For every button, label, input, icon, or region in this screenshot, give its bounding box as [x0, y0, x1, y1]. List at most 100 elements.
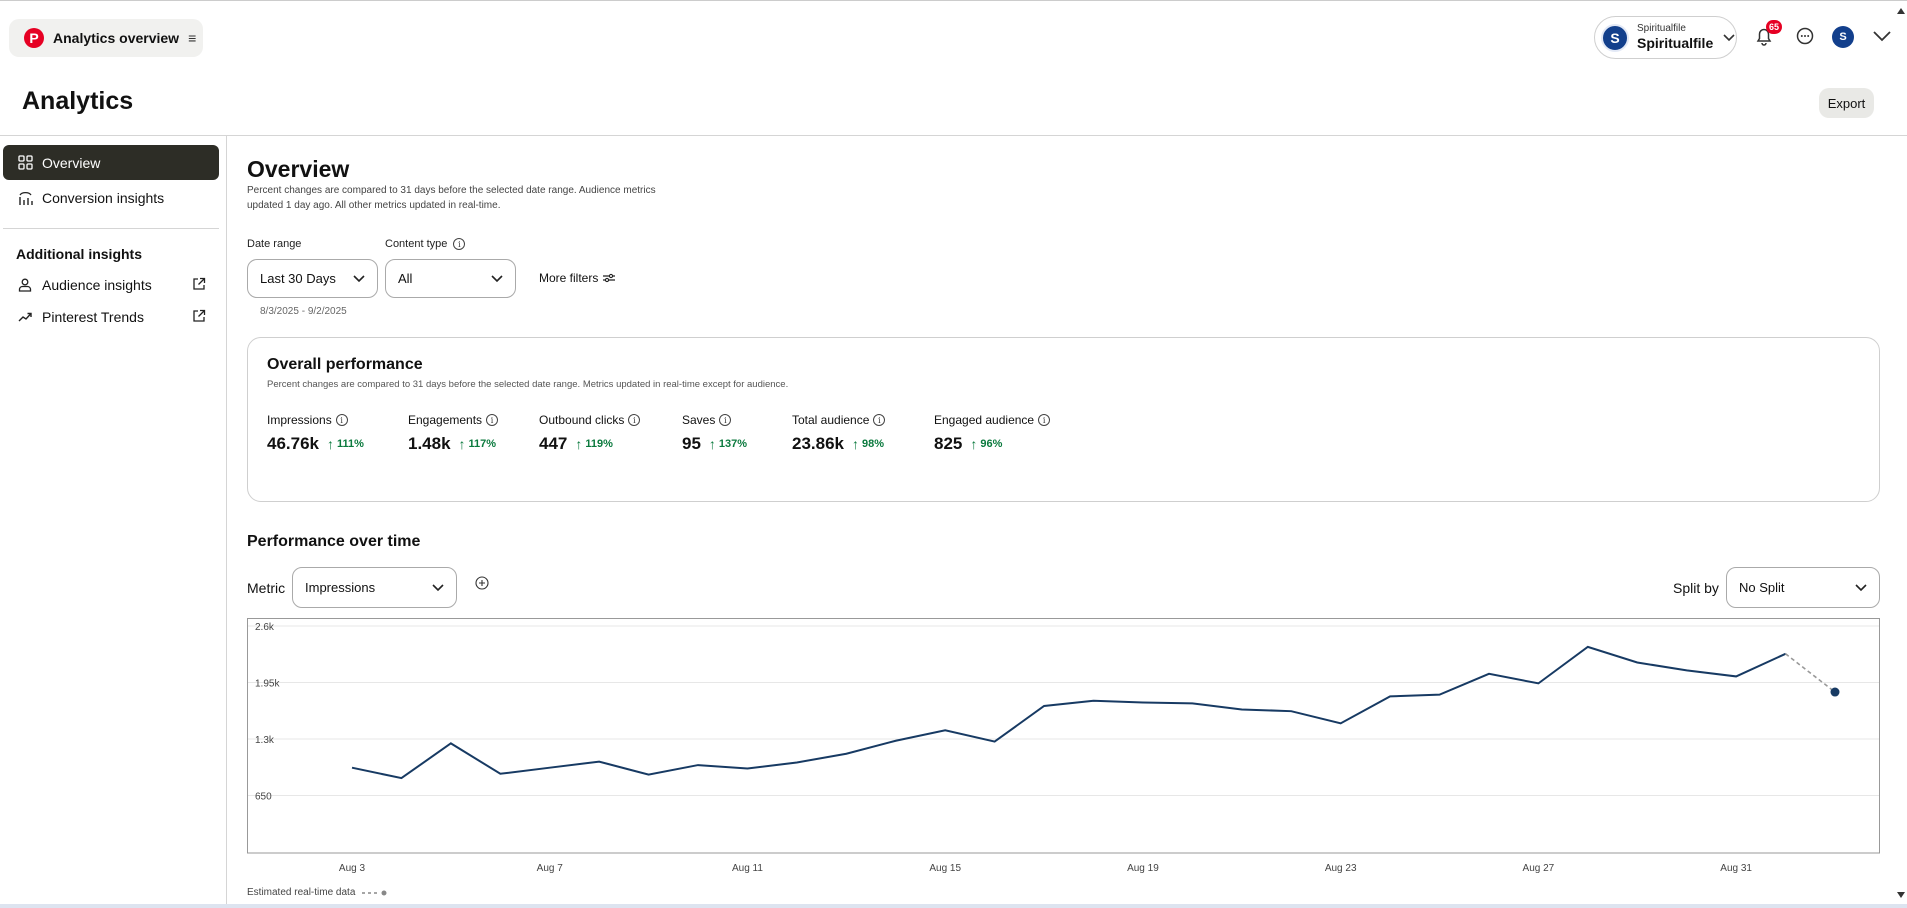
metric-label: Engagements [408, 413, 483, 427]
external-link-icon[interactable] [192, 309, 206, 323]
chevron-down-icon[interactable] [1870, 24, 1894, 48]
sidebar-item-label: Conversion insights [42, 190, 165, 206]
info-icon[interactable]: i [1038, 414, 1051, 426]
metric-change: ↑ 119% [575, 436, 613, 452]
bell-icon[interactable] [1752, 24, 1776, 48]
chart-legend: Estimated real-time data [247, 887, 389, 898]
chevron-down-icon [1723, 31, 1735, 45]
metric-change: ↑ 98% [852, 436, 885, 452]
chevron-down-icon [432, 583, 444, 591]
person-icon [17, 277, 33, 293]
up-arrow-icon: ↑ [852, 436, 859, 452]
trend-icon [17, 309, 33, 325]
x-tick-label: Aug 7 [537, 863, 564, 874]
top-border [0, 0, 1907, 4]
sidebar-item-label: Audience insights [42, 277, 152, 293]
scroll-down-arrow[interactable] [1897, 892, 1905, 898]
overall-performance-description: Percent changes are compared to 31 days … [267, 379, 789, 390]
bottom-bar [0, 904, 1907, 908]
info-icon[interactable]: i [628, 414, 641, 426]
page-title: Analytics [22, 87, 134, 115]
pinterest-logo-icon: P [24, 28, 44, 48]
metric-engagements: Engagements i 1.48k ↑ 117% [408, 413, 499, 454]
x-tick-label: Aug 23 [1325, 863, 1357, 874]
x-tick-label: Aug 27 [1523, 863, 1555, 874]
overview-description: Percent changes are compared to 31 days … [247, 185, 656, 211]
account-switcher[interactable]: S Spiritualfile Spiritualfile [1594, 16, 1737, 59]
x-tick-label: Aug 3 [339, 863, 366, 874]
impressions-line-chart: 650 1.3k 1.95k 2.6k Aug 3 Aug 7 Aug 11 Aug 15 Au… [247, 618, 1880, 874]
metric-value: 46.76k [267, 434, 319, 453]
chevron-down-icon [491, 274, 503, 282]
sidebar-item-audience-insights[interactable]: Audience insights [3, 270, 219, 300]
sidebar-item-label: Pinterest Trends [42, 309, 144, 325]
metric-select[interactable]: Impressions [292, 567, 457, 608]
menu-icon: ≡ [188, 30, 197, 46]
y-tick-label: 1.95k [255, 679, 280, 690]
chevron-down-icon [353, 274, 365, 282]
profile-avatar[interactable]: S [1832, 26, 1854, 48]
sidebar-separator [3, 228, 219, 229]
more-filters-button[interactable]: More filters [539, 271, 616, 285]
estimated-series-line [1785, 653, 1836, 693]
performance-over-time-title: Performance over time [247, 533, 421, 550]
grid-icon [17, 155, 33, 171]
header-divider [0, 135, 1907, 136]
more-filters-label: More filters [539, 271, 599, 285]
sidebar-item-conversion-insights[interactable]: Conversion insights [3, 183, 219, 213]
split-by-select[interactable]: No Split [1726, 567, 1880, 608]
sidebar-divider [226, 136, 227, 908]
metric-label: Metric [247, 580, 286, 596]
metric-label: Total audience [792, 413, 870, 427]
metric-value: 95 [682, 434, 701, 453]
filter-icon [603, 273, 616, 283]
add-metric-icon[interactable] [475, 576, 489, 590]
app-title: Analytics overview [53, 30, 180, 46]
overall-performance-card [247, 337, 1880, 502]
app-switcher[interactable]: P Analytics overview ≡ [9, 19, 203, 57]
metric-label: Saves [682, 413, 716, 427]
date-range-select[interactable]: Last 30 Days [247, 259, 378, 298]
content-type-label: Content type i [385, 238, 466, 250]
sidebar-item-overview[interactable]: Overview [3, 145, 219, 180]
metric-saves: Saves i 95 ↑ 137% [682, 413, 747, 454]
metric-impressions: Impressions i 46.76k ↑ 111% [267, 413, 364, 454]
info-icon[interactable]: i [873, 414, 886, 426]
notification-badge: 65 [1766, 20, 1783, 34]
account-avatar: S [1601, 23, 1629, 52]
x-tick-label: Aug 15 [929, 863, 961, 874]
split-by-label: Split by [1673, 580, 1719, 596]
metric-label: Engaged audience [934, 413, 1035, 427]
legend-label: Estimated real-time data [247, 887, 356, 898]
conversion-icon [17, 190, 33, 206]
scroll-up-arrow[interactable] [1897, 8, 1905, 14]
chart-frame [247, 618, 1880, 854]
x-tick-label: Aug 31 [1720, 863, 1752, 874]
y-tick-label: 650 [255, 792, 272, 803]
date-range-value: Last 30 Days [260, 271, 336, 286]
additional-insights-heading: Additional insights [16, 246, 142, 262]
metric-engaged-audience: Engaged audience i 825 ↑ 96% [934, 413, 1051, 454]
x-tick-label: Aug 11 [732, 863, 763, 874]
info-icon[interactable]: i [335, 414, 348, 426]
metric-change: ↑ 137% [708, 436, 748, 452]
metric-value: 1.48k [408, 434, 451, 453]
metric-value: 23.86k [792, 434, 844, 453]
metric-change: ↑ 111% [327, 436, 364, 452]
dashed-line-legend-icon [362, 890, 387, 895]
messages-icon[interactable] [1793, 24, 1817, 48]
y-tick-label: 2.6k [255, 622, 275, 633]
info-icon[interactable]: i [453, 238, 466, 250]
up-arrow-icon: ↑ [575, 436, 583, 452]
estimated-data-point[interactable] [1830, 687, 1840, 697]
external-link-icon[interactable] [192, 277, 206, 291]
content-type-select[interactable]: All [385, 259, 516, 298]
account-name: Spiritualfile [1637, 35, 1714, 52]
export-button[interactable]: Export [1819, 88, 1874, 118]
metric-value: 447 [539, 434, 568, 453]
metric-outbound-clicks: Outbound clicks i 447 ↑ 119% [539, 413, 641, 454]
sidebar-item-pinterest-trends[interactable]: Pinterest Trends [3, 302, 219, 332]
split-by-value: No Split [1739, 580, 1785, 595]
info-icon[interactable]: i [719, 414, 732, 426]
info-icon[interactable]: i [486, 414, 499, 426]
